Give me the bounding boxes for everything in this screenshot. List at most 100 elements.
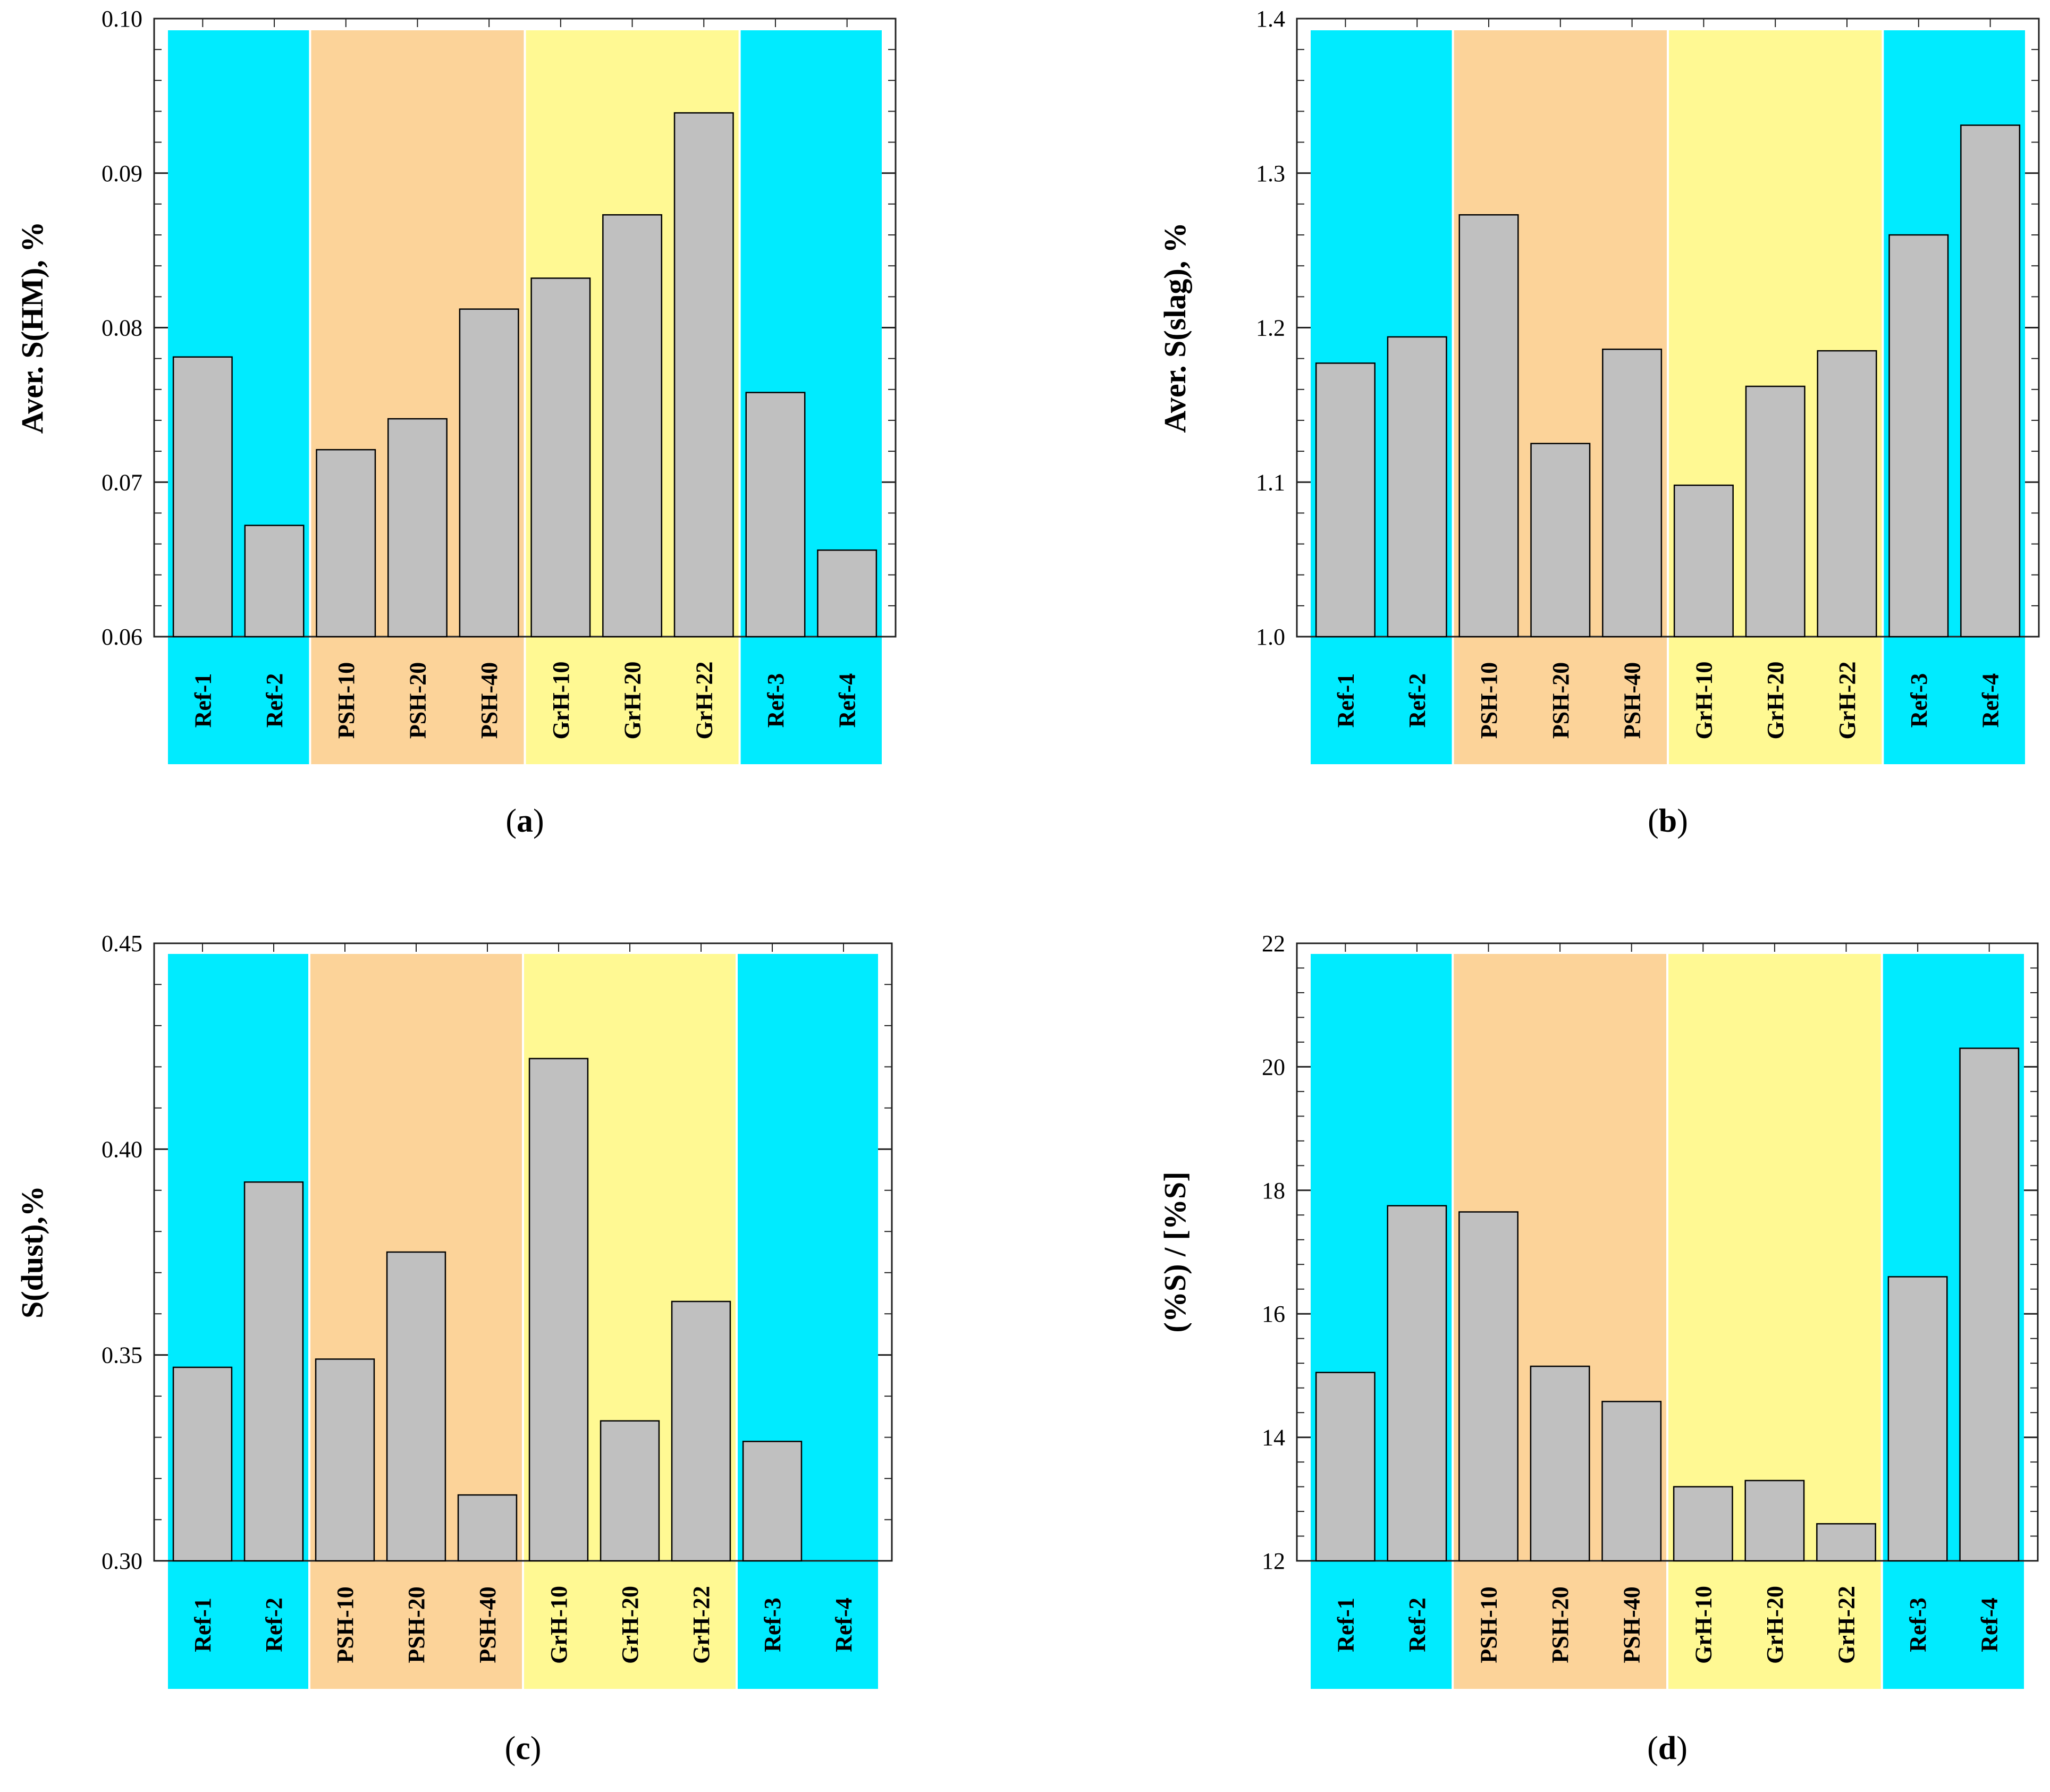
category-label: GrH-22 [1834, 1586, 1860, 1664]
bar-psh-40 [1602, 348, 1663, 638]
bar-psh-40 [459, 308, 519, 638]
y-tick-label: 18 [1262, 1178, 1285, 1204]
category-label: Ref-3 [1905, 1597, 1931, 1652]
bar-ref-1 [172, 1366, 233, 1562]
y-axis-title: (%S) / [%S] [1158, 1172, 1192, 1333]
bar-psh-40 [457, 1494, 518, 1562]
y-tick-label: 0.08 [102, 315, 142, 341]
panel-c: 0.30 0.35 0.40 0.45 Ref-1 Ref-2 PSH-10 PSH-20 PS… [15, 931, 893, 1766]
y-tick-label: 22 [1262, 931, 1285, 957]
category-label: GrH-20 [617, 1586, 643, 1664]
category-label: Ref-1 [1332, 1597, 1359, 1652]
bar-psh-10 [316, 449, 376, 638]
bar-psh-20 [1530, 443, 1591, 638]
category-label: Ref-4 [831, 1597, 857, 1652]
panel-d: 12 14 16 18 20 22 Ref-1 Ref-2 PSH-10 PSH-20 PSH-40… [1158, 931, 2039, 1766]
category-label: PSH-20 [403, 1586, 429, 1663]
y-tick-label: 0.45 [102, 931, 142, 957]
category-label: Ref-1 [190, 673, 216, 728]
bar-psh-20 [387, 418, 448, 638]
category-label: PSH-40 [476, 662, 502, 739]
bar-ref-4 [1959, 1047, 2020, 1562]
category-label: Ref-2 [261, 1597, 287, 1652]
y-tick-label: 1.1 [1256, 469, 1285, 495]
bar-ref-1 [1315, 1372, 1376, 1562]
panel-caption: (c) [505, 1730, 542, 1766]
y-tick-label: 1.2 [1256, 315, 1285, 341]
category-label: PSH-40 [475, 1586, 501, 1663]
category-label: Ref-4 [1977, 1597, 2003, 1652]
y-tick-label: 0.35 [102, 1342, 142, 1368]
y-tick-label: 1.4 [1256, 6, 1285, 32]
bar-ref-4 [1960, 124, 2021, 638]
panel-caption: (b) [1648, 803, 1688, 839]
panel-caption: (d) [1647, 1730, 1688, 1766]
category-label: PSH-20 [1547, 1586, 1573, 1663]
bar-psh-20 [1530, 1365, 1590, 1562]
bar-grh-22 [1817, 350, 1877, 638]
bar-grh-22 [673, 112, 734, 638]
y-tick-label: 1.3 [1256, 160, 1285, 187]
category-label: GrH-10 [1691, 662, 1717, 740]
y-axis-title: Aver. S(HM), % [15, 222, 49, 434]
y-tick-label: 1.0 [1256, 624, 1285, 650]
y-axis-title: Aver. S(slag), % [1158, 222, 1192, 433]
y-tick-label: 0.30 [102, 1548, 142, 1574]
group-band-ref [738, 954, 878, 1689]
y-tick-label: 0.10 [102, 6, 142, 32]
category-label: GrH-10 [546, 1586, 572, 1664]
bar-grh-22 [671, 1300, 731, 1562]
bar-psh-20 [386, 1251, 446, 1562]
category-label: Ref-4 [1978, 673, 2004, 728]
bar-ref-2 [243, 1181, 304, 1562]
bar-psh-10 [1458, 214, 1519, 638]
plot-frame [153, 942, 893, 1562]
category-label: Ref-3 [760, 1597, 786, 1652]
bar-grh-10 [528, 1058, 589, 1562]
category-label: Ref-3 [1906, 673, 1932, 728]
category-label: GrH-22 [691, 662, 717, 740]
bar-grh-20 [600, 1420, 660, 1562]
category-label: PSH-20 [404, 662, 431, 739]
bar-grh-20 [602, 214, 663, 638]
category-label: GrH-10 [548, 662, 574, 740]
category-label: Ref-2 [261, 673, 288, 728]
category-label: Ref-1 [190, 1597, 216, 1652]
panel-caption: (a) [505, 803, 544, 839]
panel-b: 1.0 1.1 1.2 1.3 1.4 Ref-1 Ref-2 PSH-10 PSH-20 PSH… [1158, 6, 2040, 839]
category-label: GrH-20 [1762, 662, 1789, 740]
y-tick-label: 20 [1262, 1054, 1285, 1080]
bar-psh-40 [1601, 1400, 1662, 1562]
category-label: GrH-10 [1690, 1586, 1716, 1664]
y-tick-label: 0.09 [102, 160, 142, 187]
category-label: Ref-3 [763, 673, 789, 728]
category-label: PSH-40 [1619, 1586, 1645, 1663]
y-tick-label: 14 [1262, 1425, 1285, 1451]
category-label: GrH-20 [1762, 1586, 1788, 1664]
bar-grh-20 [1744, 1480, 1805, 1562]
category-label: Ref-1 [1332, 673, 1359, 728]
y-tick-label: 12 [1262, 1548, 1285, 1574]
category-label: GrH-22 [1834, 662, 1860, 740]
group-band-grh [1668, 954, 1881, 1689]
bar-ref-3 [1888, 234, 1949, 638]
bar-ref-2 [1387, 336, 1447, 638]
y-tick-label: 0.07 [102, 469, 142, 495]
bar-grh-20 [1745, 385, 1806, 638]
bar-grh-10 [1673, 484, 1734, 638]
category-label: GrH-20 [620, 662, 646, 740]
category-label: PSH-10 [1476, 662, 1502, 739]
bar-ref-3 [745, 392, 806, 638]
bar-grh-10 [530, 277, 591, 638]
y-tick-label: 16 [1262, 1301, 1285, 1327]
category-label: PSH-20 [1548, 662, 1574, 739]
category-label: Ref-4 [834, 673, 861, 728]
y-axis-title: S(dust),% [15, 1186, 49, 1318]
bar-ref-3 [742, 1441, 803, 1562]
bar-ref-2 [244, 525, 305, 638]
bar-psh-10 [1458, 1211, 1518, 1562]
panel-a: 0.06 0.07 0.08 0.09 0.10 Ref-1 Ref-2 PSH-10 PSH-… [15, 6, 897, 839]
bar-ref-3 [1887, 1276, 1948, 1562]
category-label: GrH-22 [688, 1586, 714, 1664]
